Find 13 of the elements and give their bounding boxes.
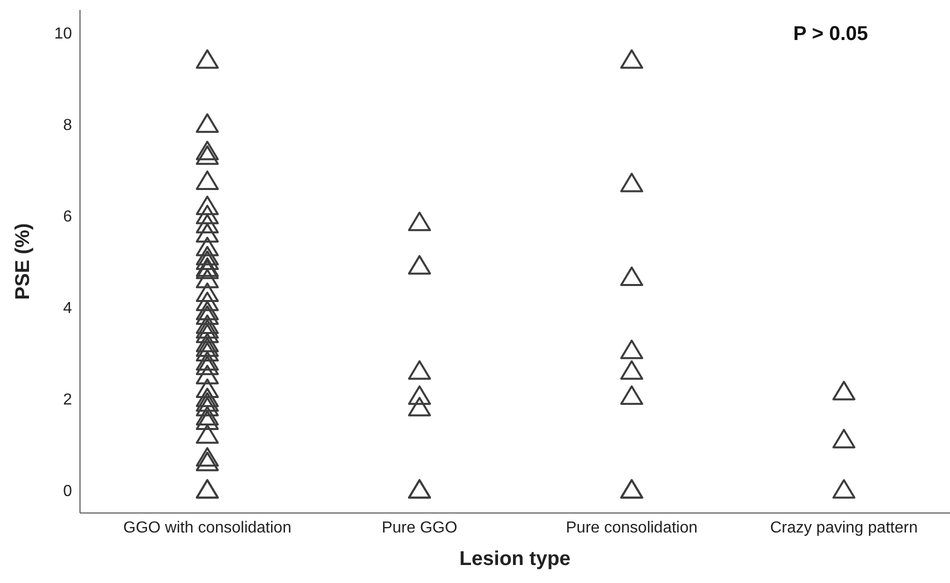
y-axis-title: PSE (%) [12,223,34,300]
annotation: P > 0.05 [793,23,868,45]
x-tick-label: Pure consolidation [566,519,698,536]
y-tick-label: 10 [54,26,72,43]
y-tick-label: 6 [63,208,72,226]
y-tick-label: 4 [63,300,72,317]
y-tick-label: 8 [63,117,72,134]
x-tick-label: Crazy paving pattern [770,519,918,536]
y-tick-label: 0 [63,482,72,500]
x-tick-label: Pure GGO [382,519,458,536]
x-axis-title: Lesion type [459,548,571,570]
x-tick-label: GGO with consolidation [123,519,292,536]
y-tick-label: 2 [63,391,72,408]
